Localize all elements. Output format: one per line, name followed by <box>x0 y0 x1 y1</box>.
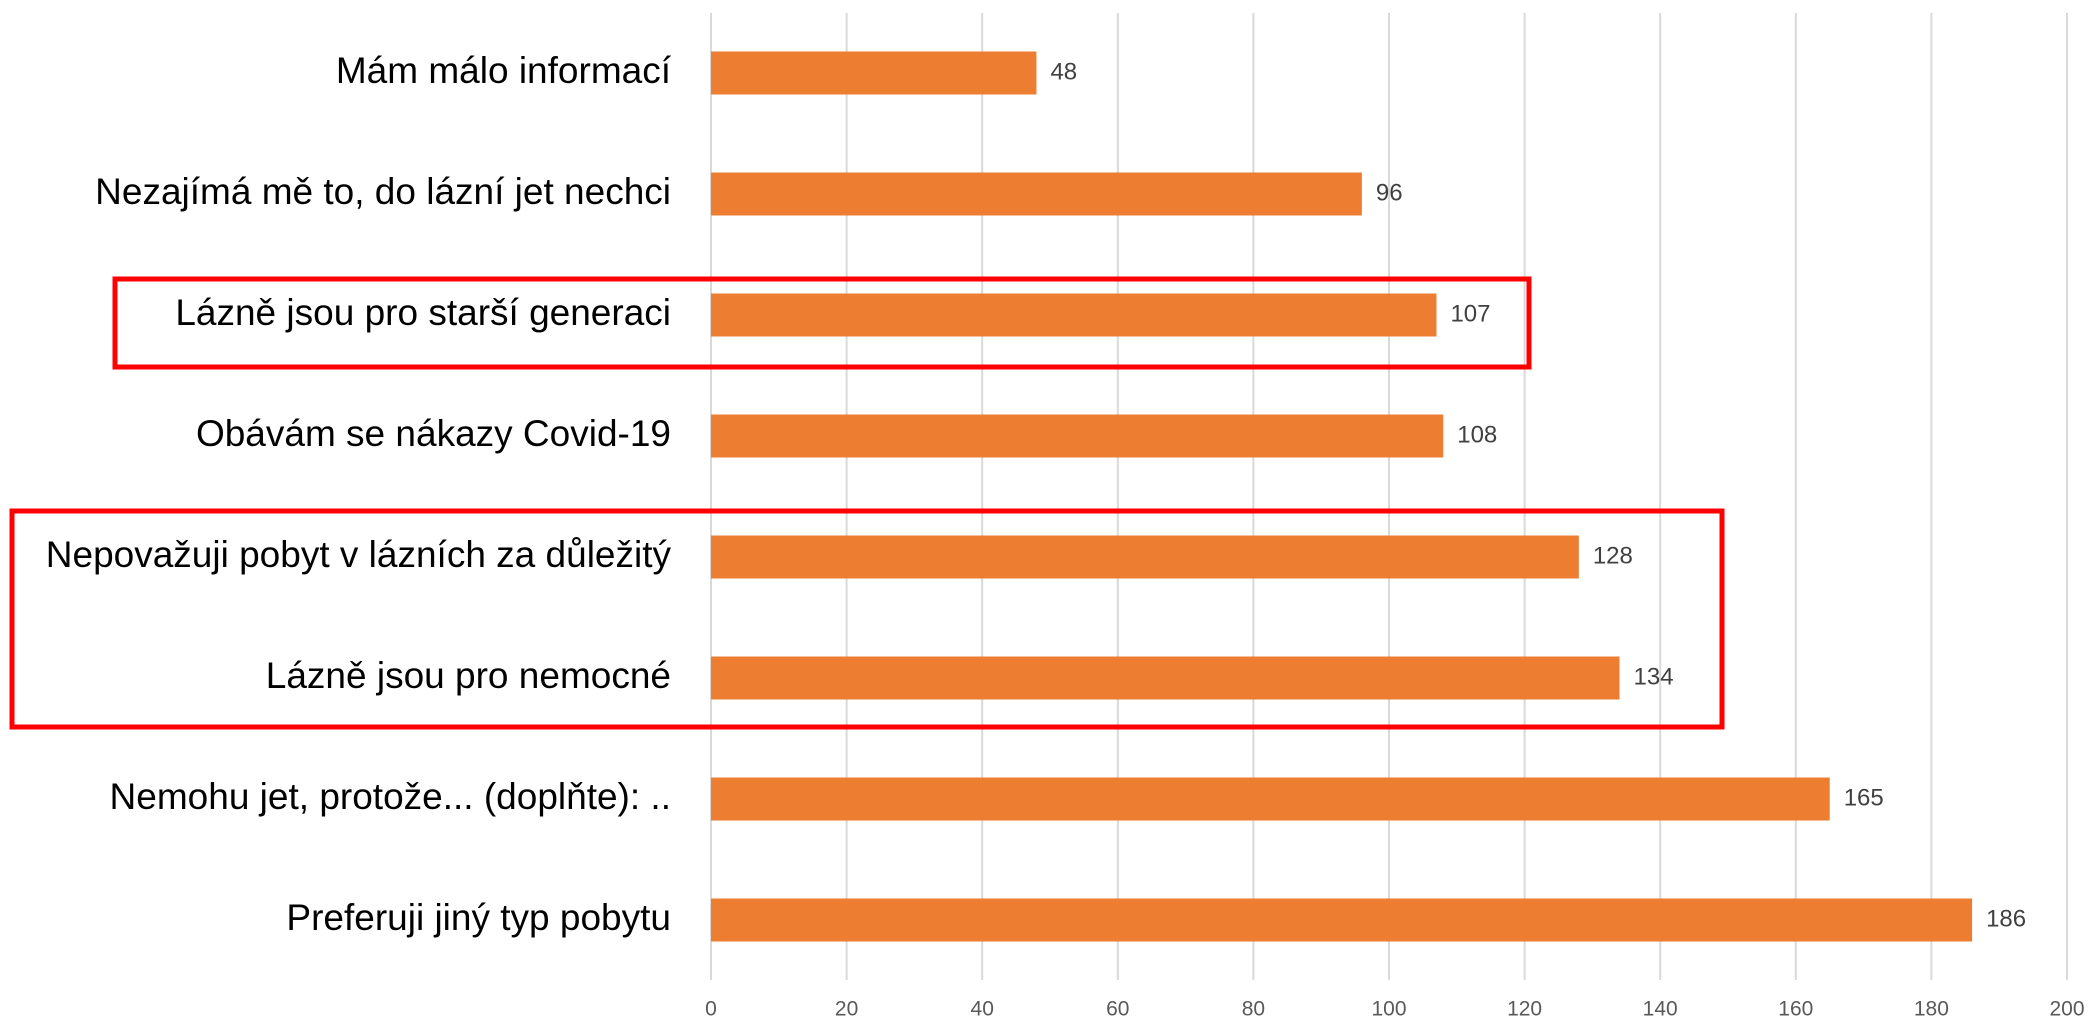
category-label: Lázně jsou pro starší generaci <box>175 292 671 333</box>
category-label: Nepovažuji pobyt v lázních za důležitý <box>46 534 672 575</box>
bar <box>711 656 1620 700</box>
bar <box>711 414 1444 458</box>
x-tick-label: 160 <box>1778 998 1813 1020</box>
bar <box>711 777 1830 821</box>
bar <box>711 51 1037 95</box>
bar <box>711 898 1973 942</box>
x-tick-label: 20 <box>835 998 858 1020</box>
category-label: Nemohu jet, protože... (doplňte): .. <box>110 776 671 817</box>
highlight-box <box>9 508 1725 730</box>
bar <box>711 293 1437 337</box>
x-tick-label: 140 <box>1643 998 1678 1020</box>
x-tick-label: 180 <box>1914 998 1949 1020</box>
value-label: 48 <box>1050 58 1077 85</box>
x-tick-label: 0 <box>705 998 717 1020</box>
value-label: 96 <box>1376 179 1403 206</box>
x-tick-label: 40 <box>971 998 994 1020</box>
value-label: 134 <box>1634 663 1674 690</box>
x-tick-label: 60 <box>1106 998 1129 1020</box>
value-label: 186 <box>1986 905 2026 932</box>
value-label: 107 <box>1450 300 1490 327</box>
x-tick-label: 100 <box>1371 998 1406 1020</box>
highlight-box <box>112 276 1532 370</box>
bar <box>711 172 1362 216</box>
category-label: Lázně jsou pro nemocné <box>266 655 671 696</box>
value-label: 165 <box>1844 784 1884 811</box>
category-label: Nezajímá mě to, do lázní jet nechci <box>95 171 671 212</box>
category-label: Mám málo informací <box>336 50 672 91</box>
value-label: 128 <box>1593 542 1633 569</box>
category-label: Obávám se nákazy Covid-19 <box>196 413 671 454</box>
value-label: 108 <box>1457 421 1497 448</box>
category-label: Preferuji jiný typ pobytu <box>286 897 671 938</box>
x-tick-label: 80 <box>1242 998 1265 1020</box>
x-tick-label: 120 <box>1507 998 1542 1020</box>
x-tick-label: 200 <box>2049 998 2084 1020</box>
bar <box>711 535 1579 579</box>
